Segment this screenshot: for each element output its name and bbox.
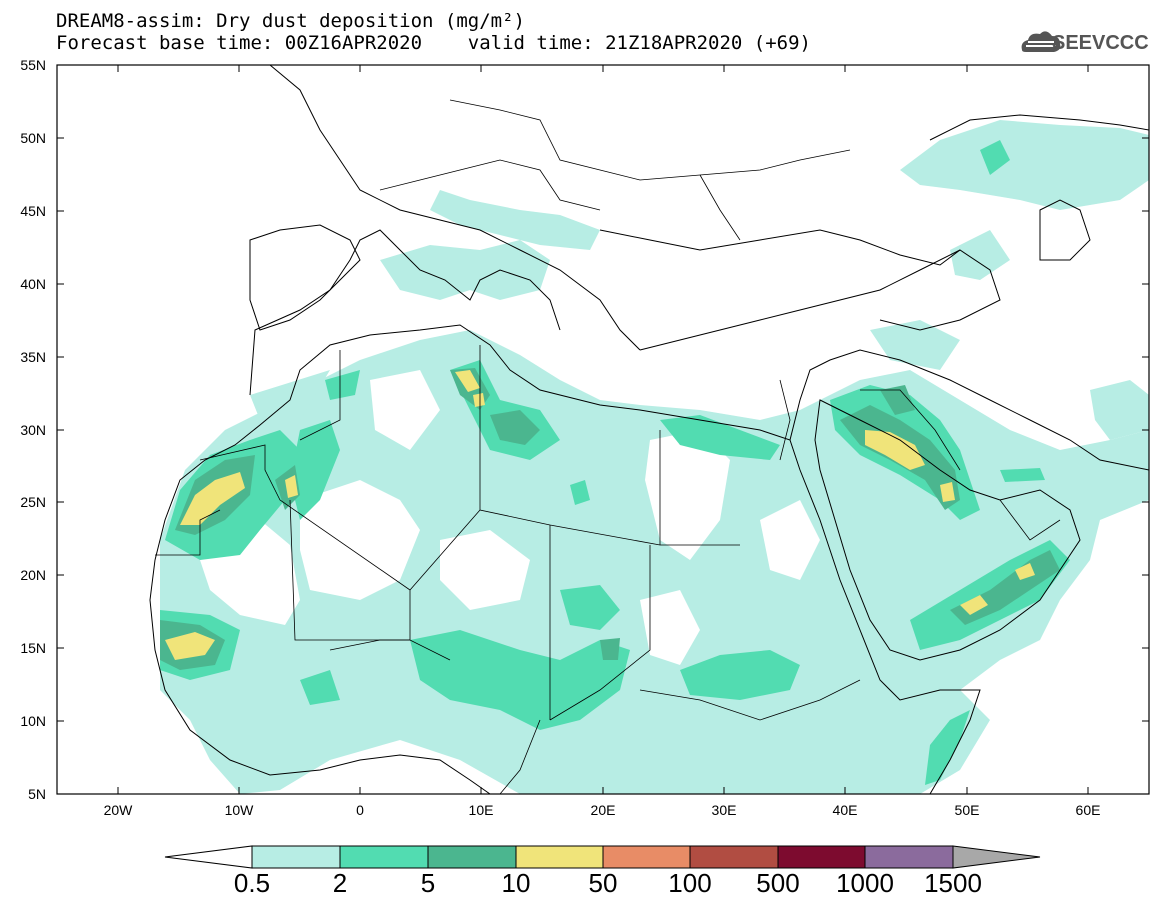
lon-label: 10W (224, 802, 254, 818)
colorbar-swatch-500 (777, 845, 866, 869)
colorbar (164, 845, 1041, 869)
lon-label: 20W (103, 802, 133, 818)
lon-label: 10E (468, 802, 494, 818)
lat-label: 5N (28, 786, 46, 802)
colorbar-label: 500 (756, 868, 800, 898)
colorbar-label: 100 (668, 868, 712, 898)
colorbar-swatch-10 (515, 845, 604, 869)
country-borders (155, 99, 1061, 794)
lon-label: 30E (711, 802, 737, 818)
colorbar-label: 10 (501, 868, 531, 898)
coastlines (149, 65, 1149, 794)
lat-label: 35N (20, 349, 46, 365)
colorbar-min-triangle (164, 845, 253, 869)
lat-label: 10N (20, 713, 46, 729)
deposition-level-10 (165, 370, 1035, 660)
lon-label: 50E (954, 802, 980, 818)
lat-label: 40N (20, 276, 46, 292)
axis-ticks (57, 64, 1149, 795)
lat-label: 45N (20, 203, 46, 219)
colorbar-label: 0.5 (233, 868, 271, 898)
lat-label: 50N (20, 130, 46, 146)
lat-label: 25N (20, 494, 46, 510)
lon-label: 40E (832, 802, 858, 818)
lon-label: 60E (1075, 802, 1101, 818)
cloud-logo-icon (1021, 31, 1061, 52)
colorbar-max-triangle (952, 845, 1041, 869)
colorbar-label: 2 (332, 868, 348, 898)
colorbar-swatch-2 (339, 845, 429, 869)
no-deposition-areas (200, 370, 820, 665)
colorbar-swatch-0.5 (251, 845, 341, 869)
lon-label: 20E (590, 802, 616, 818)
map-title: DREAM8-assim: Dry dust deposition (mg/m²… (56, 10, 525, 32)
colorbar-label: 50 (588, 868, 618, 898)
colorbar-swatch-1000 (864, 845, 954, 869)
lat-label: 20N (20, 567, 46, 583)
colorbar-label: 1000 (836, 868, 894, 898)
lon-label: 0 (356, 802, 364, 818)
colorbar-label: 5 (420, 868, 436, 898)
lat-label: 15N (20, 640, 46, 656)
forecast-time-info: Forecast base time: 00Z16APR2020 valid t… (56, 32, 811, 54)
logo-text: SEEVCCC (1052, 32, 1149, 54)
colorbar-swatch-100 (689, 845, 779, 869)
colorbar-swatch-5 (427, 845, 517, 869)
lat-label: 30N (20, 422, 46, 438)
lat-label: 55N (20, 57, 46, 73)
colorbar-swatch-50 (602, 845, 691, 869)
colorbar-label: 1500 (924, 868, 982, 898)
